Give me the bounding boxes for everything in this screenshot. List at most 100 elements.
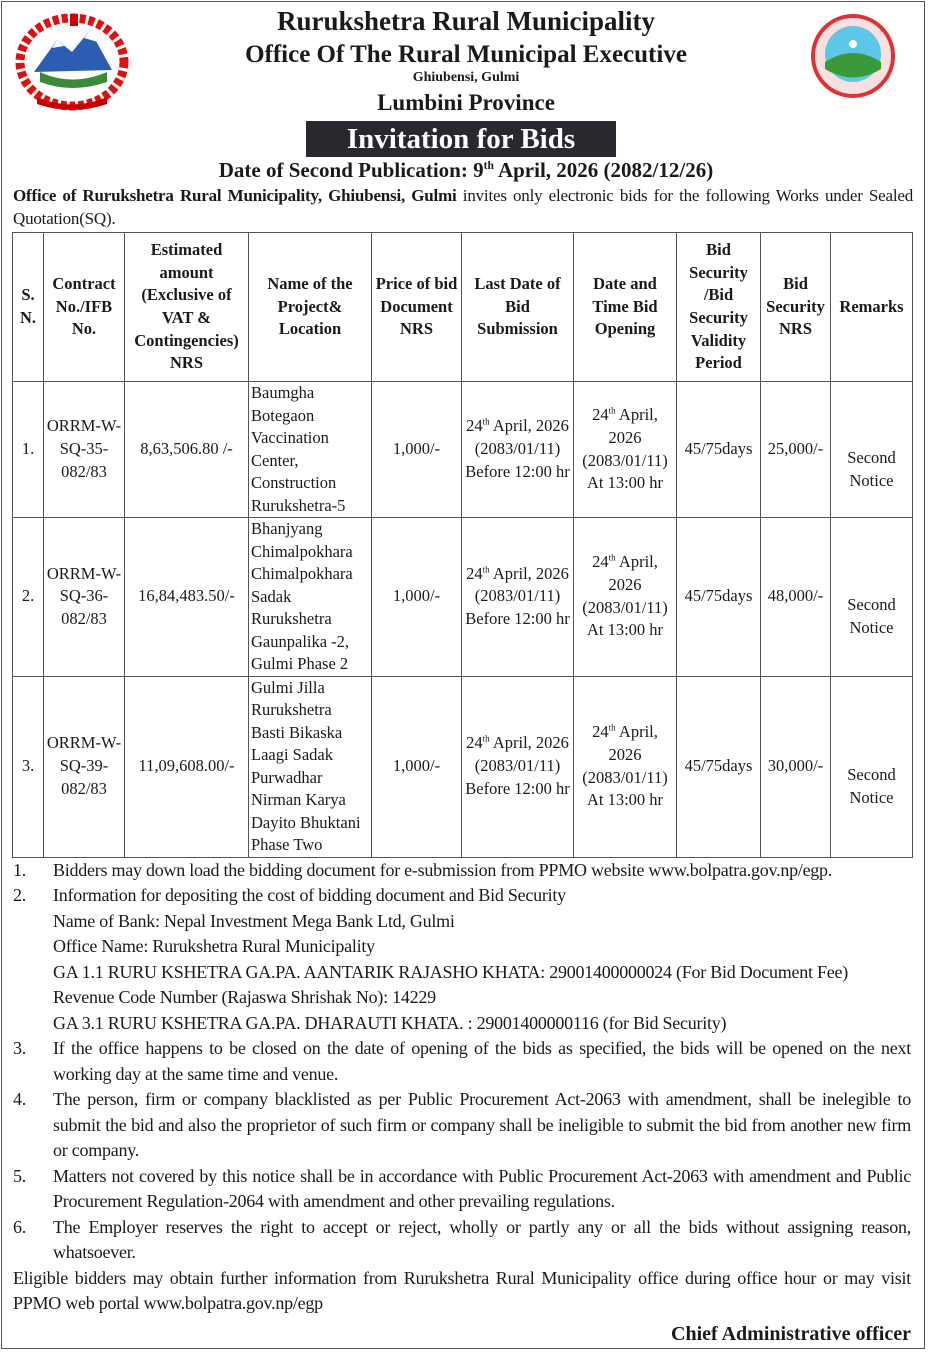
- table-row: 2. ORRM-W-SQ-36-082/83 16,84,483.50/- Bhanj…: [12, 517, 913, 677]
- date-rest: April, 2026 (2083/01/11) At 13:00 hr: [582, 552, 668, 640]
- bids-table: S. N. Contract No./IFB No. Estimated amo…: [12, 232, 913, 858]
- cell-sn-text: 1.: [21, 439, 35, 459]
- day: 24: [592, 722, 609, 742]
- day-suffix: th: [482, 416, 490, 427]
- cell-project: Bhanjyang Chimalpokhara Chimalpokhara Sa…: [248, 517, 372, 677]
- day-suffix: th: [482, 564, 490, 575]
- note-line: GA 1.1 RURU KSHETRA GA.PA. AANTARIK RAJA…: [53, 961, 848, 982]
- note-number: 2.: [13, 885, 26, 905]
- note-item: 4. The person, firm or company blackliste…: [13, 1087, 911, 1164]
- cell-sub: 24th April, 2026 (2083/01/11) Before 12:…: [461, 675, 574, 858]
- cell-validity-text: 45/75days: [684, 756, 753, 776]
- office-address: Ghiubensi, Gulmi: [412, 70, 520, 85]
- cell-contract: ORRM-W-SQ-36-082/83: [43, 517, 125, 677]
- cell-price: 1,000/-: [371, 675, 462, 858]
- day: 24: [592, 552, 609, 572]
- note-item: 3. If the office happens to be closed on …: [13, 1036, 911, 1087]
- note-item: 6. The Employer reserves the right to acc…: [13, 1215, 911, 1266]
- cell-remarks: Second Notice: [830, 675, 913, 858]
- cell-validity: 45/75days: [676, 517, 761, 677]
- day-suffix: th: [608, 552, 616, 563]
- table-row: 3. ORRM-W-SQ-39-082/83 11,09,608.00/- Gulmi…: [12, 675, 913, 858]
- nepal-emblem-logo: [15, 13, 129, 111]
- note-line: Bidders may down load the bidding docume…: [53, 859, 833, 880]
- date-rest: April, 2026 (2083/01/11) Before 12:00 hr: [465, 733, 570, 798]
- cell-sn-text: 2.: [21, 586, 35, 606]
- cell-sn: 3.: [12, 675, 44, 858]
- cell-price-text: 1,000/-: [392, 439, 441, 459]
- notice-body: Office of Rurukshetra Rural Municipality…: [12, 184, 913, 1347]
- note-line: Information for depositing the cost of b…: [53, 885, 566, 905]
- note-item: 2. Information for depositing the cost of…: [13, 883, 911, 1036]
- municipality-name: Rurukshetra Rural Municipality: [276, 6, 656, 36]
- cell-amount: 11,09,608.00/-: [124, 675, 249, 858]
- note-line: GA 3.1 RURU KSHETRA GA.PA. DHARAUTI KHAT…: [53, 1012, 727, 1033]
- cell-security-text: 48,000/-: [767, 586, 824, 606]
- cell-project: Gulmi Jilla Rurukshetra Basti Bikaska La…: [248, 675, 372, 858]
- cell-sub: 24th April, 2026 (2083/01/11) Before 12:…: [461, 517, 574, 677]
- note-line: Office Name: Rurukshetra Rural Municipal…: [53, 936, 375, 956]
- cell-contract-text: ORRM-W-SQ-39-082/83: [46, 733, 122, 798]
- cell-price-text: 1,000/-: [392, 756, 441, 776]
- note-number: 6.: [13, 1216, 26, 1237]
- cell-price: 1,000/-: [371, 517, 462, 677]
- cell-contract-text: ORRM-W-SQ-35-082/83: [46, 416, 122, 481]
- cell-amount-text: 8,63,506.80 /-: [140, 439, 233, 459]
- day: 24: [466, 563, 483, 583]
- day-suffix: th: [608, 722, 616, 733]
- note-item: 5. Matters not covered by this notice sha…: [13, 1164, 911, 1215]
- note-number: 4.: [13, 1089, 26, 1109]
- cell-validity-text: 45/75days: [684, 439, 753, 459]
- cell-security-text: 25,000/-: [767, 439, 824, 459]
- date-rest: April, 2026 (2083/01/11) Before 12:00 hr: [465, 563, 570, 629]
- col-header: Last Date of Bid Submission: [461, 232, 574, 382]
- cell-amount: 8,63,506.80 /-: [124, 381, 249, 518]
- cell-security-text: 30,000/-: [767, 756, 824, 776]
- municipality-seal-logo: [811, 14, 895, 98]
- note-line: Name of Bank: Nepal Investment Mega Bank…: [53, 910, 455, 931]
- province-name: Lumbini Province: [377, 90, 555, 115]
- table-row: 1. ORRM-W-SQ-35-082/83 8,63,506.80 /- Baumg…: [12, 381, 913, 518]
- table-header-row: S. N. Contract No./IFB No. Estimated amo…: [12, 232, 913, 382]
- cell-sn: 2.: [12, 517, 44, 677]
- office-name: Office Of The Rural Municipal Executive: [245, 41, 687, 68]
- cell-project-text: Baumgha Botegaon Vaccination Center, Con…: [251, 383, 346, 515]
- cell-price: 1,000/-: [371, 381, 462, 518]
- cell-amount-text: 11,09,608.00/-: [138, 756, 235, 776]
- cell-validity: 45/75days: [676, 675, 761, 858]
- note-line: The Employer reserves the right to accep…: [53, 1216, 911, 1263]
- col-header: Bid Security NRS: [760, 232, 831, 382]
- cell-contract: ORRM-W-SQ-35-082/83: [43, 381, 125, 518]
- col-header: Date and Time Bid Opening: [573, 232, 677, 382]
- cell-sub: 24th April, 2026 (2083/01/11) Before 12:…: [461, 381, 574, 518]
- notice-title: Invitation for Bids: [306, 121, 616, 157]
- cell-security: 30,000/-: [760, 675, 831, 858]
- cell-project: Baumgha Botegaon Vaccination Center, Con…: [248, 381, 372, 518]
- cell-remarks: Second Notice: [830, 381, 913, 518]
- note-line: The person, firm or company blacklisted …: [53, 1089, 911, 1160]
- cell-sn: 1.: [12, 381, 44, 518]
- day-suffix: th: [608, 405, 616, 416]
- cell-open: 24th April, 2026 (2083/01/11) At 13:00 h…: [573, 517, 677, 677]
- cell-contract-text: ORRM-W-SQ-36-082/83: [46, 563, 122, 629]
- col-header: Contract No./IFB No.: [43, 232, 125, 382]
- publication-date: Date of Second Publication: 9th April, 2…: [218, 158, 714, 182]
- col-header: Estimated amount (Exclusive of VAT & Con…: [124, 232, 249, 382]
- cell-remarks-text: Second Notice: [847, 595, 896, 637]
- note-number: 5.: [13, 1165, 26, 1186]
- cell-contract: ORRM-W-SQ-39-082/83: [43, 675, 125, 858]
- cell-open: 24th April, 2026 (2083/01/11) At 13:00 h…: [573, 381, 677, 518]
- intro-paragraph: Office of Rurukshetra Rural Municipality…: [13, 186, 914, 228]
- cell-amount: 16,84,483.50/-: [124, 517, 249, 677]
- day: 24: [466, 416, 483, 436]
- cell-security: 25,000/-: [760, 381, 831, 518]
- cell-remarks-text: Second Notice: [847, 447, 896, 490]
- signature: Chief Administrative officer: [671, 1322, 911, 1345]
- note-item: 1. Bidders may down load the bidding docu…: [13, 858, 911, 884]
- col-header: Price of bid Document NRS: [371, 232, 462, 382]
- day: 24: [466, 733, 483, 753]
- cell-project-text: Gulmi Jilla Rurukshetra Basti Bikaska La…: [251, 677, 361, 855]
- col-header: Remarks: [830, 232, 913, 382]
- closing-paragraph: Eligible bidders may obtain further info…: [13, 1267, 911, 1314]
